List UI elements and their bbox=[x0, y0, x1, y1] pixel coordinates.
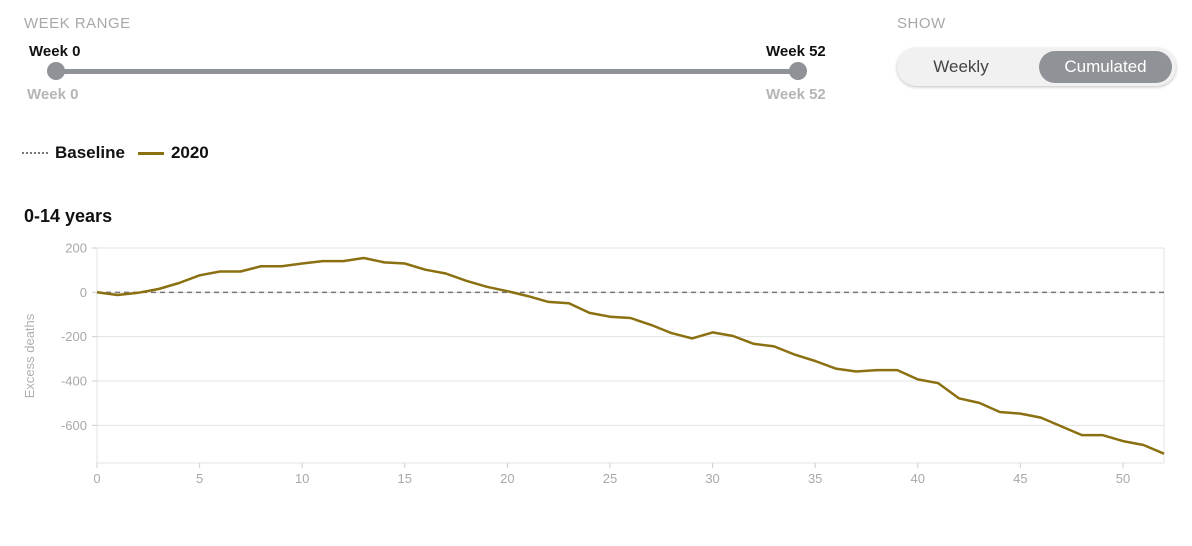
y-tick-label: -200 bbox=[61, 329, 87, 344]
y-tick-label: 200 bbox=[65, 241, 87, 256]
toggle-cumulated[interactable]: Cumulated bbox=[1039, 51, 1172, 83]
y-axis-ticks: 200 0 -200 -400 -600 bbox=[61, 241, 97, 433]
range-start-handle[interactable] bbox=[47, 62, 65, 80]
y-axis-label: Excess deaths bbox=[22, 313, 37, 398]
x-tick-label: 40 bbox=[911, 471, 925, 486]
range-max-label: Week 52 bbox=[766, 86, 826, 103]
grid-lines bbox=[97, 247, 1164, 426]
x-tick-label: 5 bbox=[196, 471, 203, 486]
show-label: SHOW bbox=[897, 15, 946, 32]
x-tick-label: 15 bbox=[398, 471, 412, 486]
plot-area-border bbox=[96, 247, 1165, 464]
show-toggle[interactable]: Weekly Cumulated bbox=[897, 48, 1176, 86]
series-swatch bbox=[137, 151, 164, 155]
y-tick-label: 0 bbox=[80, 285, 87, 300]
legend-item-baseline[interactable]: Baseline bbox=[22, 143, 125, 163]
toggle-weekly[interactable]: Weekly bbox=[933, 57, 989, 76]
x-tick-label: 0 bbox=[93, 471, 100, 486]
x-tick-label: 10 bbox=[295, 471, 309, 486]
x-tick-label: 45 bbox=[1013, 471, 1027, 486]
range-end-label: Week 52 bbox=[766, 43, 826, 60]
range-min-label: Week 0 bbox=[27, 86, 79, 103]
baseline-swatch bbox=[22, 152, 48, 154]
range-start-label: Week 0 bbox=[29, 43, 81, 60]
y-tick-label: -600 bbox=[61, 418, 87, 433]
x-tick-label: 30 bbox=[705, 471, 719, 486]
x-axis-ticks: 0 5 10 15 20 25 30 35 40 45 50 bbox=[93, 463, 1130, 486]
range-end-handle[interactable] bbox=[789, 62, 807, 80]
legend-baseline-label: Baseline bbox=[55, 143, 125, 162]
week-range-label: WEEK RANGE bbox=[24, 15, 131, 32]
x-tick-label: 20 bbox=[500, 471, 514, 486]
legend-series-label: 2020 bbox=[170, 143, 209, 162]
week-range-track[interactable] bbox=[56, 69, 798, 74]
legend-item-2020[interactable]: 2020 bbox=[137, 143, 209, 163]
legend: Baseline 2020 bbox=[22, 143, 222, 163]
y-tick-label: -400 bbox=[61, 373, 87, 388]
chart-title: 0-14 years bbox=[24, 206, 113, 226]
x-tick-label: 25 bbox=[603, 471, 617, 486]
x-tick-label: 50 bbox=[1116, 471, 1130, 486]
series-line-2020 bbox=[96, 256, 1165, 455]
x-tick-label: 35 bbox=[808, 471, 822, 486]
